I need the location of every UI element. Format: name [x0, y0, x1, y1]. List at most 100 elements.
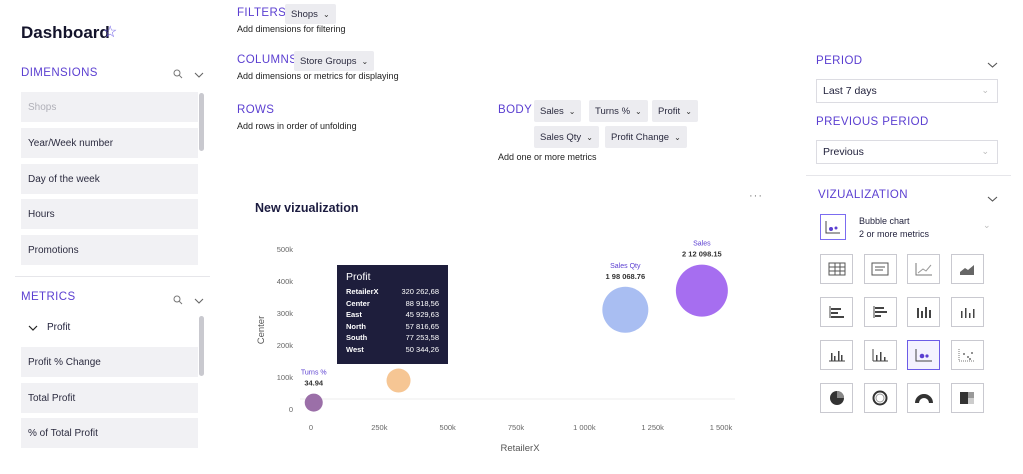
tooltip-row: West 50 344,26 — [346, 344, 439, 356]
treemap-icon[interactable] — [950, 383, 984, 413]
tooltip-value: 50 344,26 — [405, 344, 439, 354]
chip-label: Sales — [540, 105, 564, 117]
x-tick-label: 750k — [508, 423, 525, 432]
chip-label: Profit — [658, 105, 681, 117]
tooltip-row: East 45 929,63 — [346, 309, 439, 321]
tooltip-key: West — [346, 344, 364, 354]
horizontal-bar-icon[interactable] — [820, 297, 853, 327]
text-icon[interactable] — [863, 254, 897, 284]
vertical-bar-icon[interactable] — [907, 297, 940, 327]
area-chart-icon[interactable] — [950, 254, 984, 284]
search-icon[interactable] — [173, 66, 183, 84]
chevron-down-icon: ⌄ — [674, 132, 681, 142]
body-hint: Add one or more metrics — [498, 152, 597, 162]
star-outline-icon[interactable]: ☆ — [103, 24, 118, 41]
body-chip-sales-qty[interactable]: Sales Qty ⌄ — [534, 126, 599, 148]
chevron-down-icon: ⌄ — [981, 85, 989, 95]
chart-tooltip: Profit RetailerX 320 262,68 Center 88 918,5… — [337, 265, 448, 364]
dimension-item[interactable]: Day of the week — [21, 164, 198, 194]
column-chip-store-groups[interactable]: Store Groups ⌄ — [294, 51, 375, 71]
horizontal-bar-centered-icon[interactable] — [863, 297, 897, 327]
dimension-item[interactable]: Promotions — [21, 235, 198, 265]
viz-title: New vizualization — [255, 201, 359, 215]
bubble-name-label: Turns % — [301, 370, 327, 377]
dimension-item[interactable]: Hours — [21, 199, 198, 229]
previous-period-select[interactable]: Previous ⌄ — [816, 140, 998, 164]
tooltip-row: North 57 816,65 — [346, 321, 439, 333]
more-options-icon[interactable]: ··· — [749, 190, 763, 202]
columns-title: COLUMNS — [237, 54, 298, 66]
body-title: BODY — [498, 104, 533, 116]
filters-hint: Add dimensions for filtering — [237, 24, 346, 34]
tooltip-value: 88 918,56 — [405, 298, 439, 308]
chevron-down-icon: ⌄ — [635, 106, 642, 116]
bubble-name-label: Sales — [693, 241, 711, 248]
divider — [15, 276, 210, 277]
chip-label: Shops — [291, 8, 318, 20]
chevron-down-icon: ⌄ — [685, 106, 692, 116]
dimensions-scrollbar[interactable] — [199, 93, 204, 151]
dimension-item[interactable]: Shops — [21, 92, 198, 122]
bubble-chart-icon[interactable] — [907, 340, 940, 370]
chevron-down-icon[interactable] — [194, 66, 204, 84]
metric-item[interactable]: Profit % Change — [21, 347, 198, 377]
bar-grouped-icon[interactable] — [820, 340, 853, 370]
search-icon[interactable] — [173, 292, 183, 310]
x-tick-label: 1 250k — [641, 423, 664, 432]
bubble-sales[interactable] — [675, 264, 728, 317]
bubble-chart-icon — [820, 214, 846, 240]
dimension-item[interactable]: Year/Week number — [21, 128, 198, 158]
filter-chip-shops[interactable]: Shops ⌄ — [285, 4, 336, 24]
tooltip-value: 320 262,68 — [401, 287, 439, 296]
table-icon[interactable] — [820, 254, 853, 284]
tooltip-key: East — [346, 310, 362, 319]
bubble-value-label: 1 98 068.76 — [606, 272, 646, 281]
chevron-down-icon[interactable] — [987, 190, 998, 208]
rows-hint: Add rows in order of unfolding — [237, 121, 357, 131]
metric-item[interactable]: Total Profit — [21, 383, 198, 413]
body-chip-sales[interactable]: Sales ⌄ — [534, 100, 582, 122]
previous-period-title: PREVIOUS PERIOD — [816, 116, 929, 128]
dimensions-title: DIMENSIONS — [21, 67, 98, 79]
page-title: Dashboard — [21, 23, 110, 42]
selected-viz-desc: 2 or more metrics — [859, 229, 930, 239]
pie-icon[interactable] — [820, 383, 853, 413]
y-tick-label: 500k — [277, 245, 294, 254]
bubble-chart: Turns % 34.94 Sales Qty 1 98 068.76 Sales 2 1… — [256, 241, 735, 454]
vizualization-title: VIZUALIZATION — [818, 189, 908, 201]
selected-viz-dropdown[interactable]: Bubble chart 2 or more metrics ⌄ — [820, 212, 1000, 242]
rows-title: ROWS — [237, 104, 275, 116]
bubble-sales-qty[interactable] — [602, 286, 649, 333]
bubble-value-label: 34.94 — [304, 379, 324, 388]
gauge-icon[interactable] — [907, 383, 940, 413]
bubble-profit[interactable] — [386, 368, 411, 393]
chip-label: Turns % — [595, 105, 631, 117]
period-select[interactable]: Last 7 days ⌄ — [816, 79, 998, 103]
metric-item[interactable]: % of Total Profit — [21, 418, 198, 448]
y-tick-label: 300k — [277, 309, 294, 318]
bar-small-icon[interactable] — [863, 340, 897, 370]
x-tick-label: 250k — [371, 423, 388, 432]
chevron-down-icon: ⌄ — [568, 106, 576, 116]
chip-label: Sales Qty — [540, 131, 582, 143]
chevron-down-icon: ⌄ — [981, 146, 989, 156]
y-tick-label: 100k — [277, 373, 294, 382]
tooltip-key: South — [346, 333, 368, 342]
body-chip-turns[interactable]: Turns % ⌄ — [589, 100, 648, 122]
chevron-down-icon[interactable] — [194, 292, 204, 310]
y-axis-label: Center — [256, 316, 267, 345]
tooltip-row: Center 88 918,56 — [346, 298, 439, 310]
metrics-group-label: Profit — [47, 322, 71, 333]
line-chart-icon[interactable] — [907, 254, 940, 284]
body-chip-profit-change[interactable]: Profit Change ⌄ — [605, 126, 687, 148]
donut-icon[interactable] — [863, 383, 897, 413]
vertical-bar-thin-icon[interactable] — [950, 297, 984, 327]
scatter-icon[interactable] — [950, 340, 984, 370]
metrics-scrollbar[interactable] — [199, 316, 204, 376]
bubble-turns-[interactable] — [304, 393, 323, 412]
metrics-group-profit[interactable]: Profit — [28, 322, 70, 333]
body-chip-profit[interactable]: Profit ⌄ — [652, 100, 698, 122]
chevron-down-icon: ⌄ — [586, 132, 593, 142]
filters-title: FILTERS — [237, 7, 287, 19]
chevron-down-icon[interactable] — [987, 56, 998, 74]
